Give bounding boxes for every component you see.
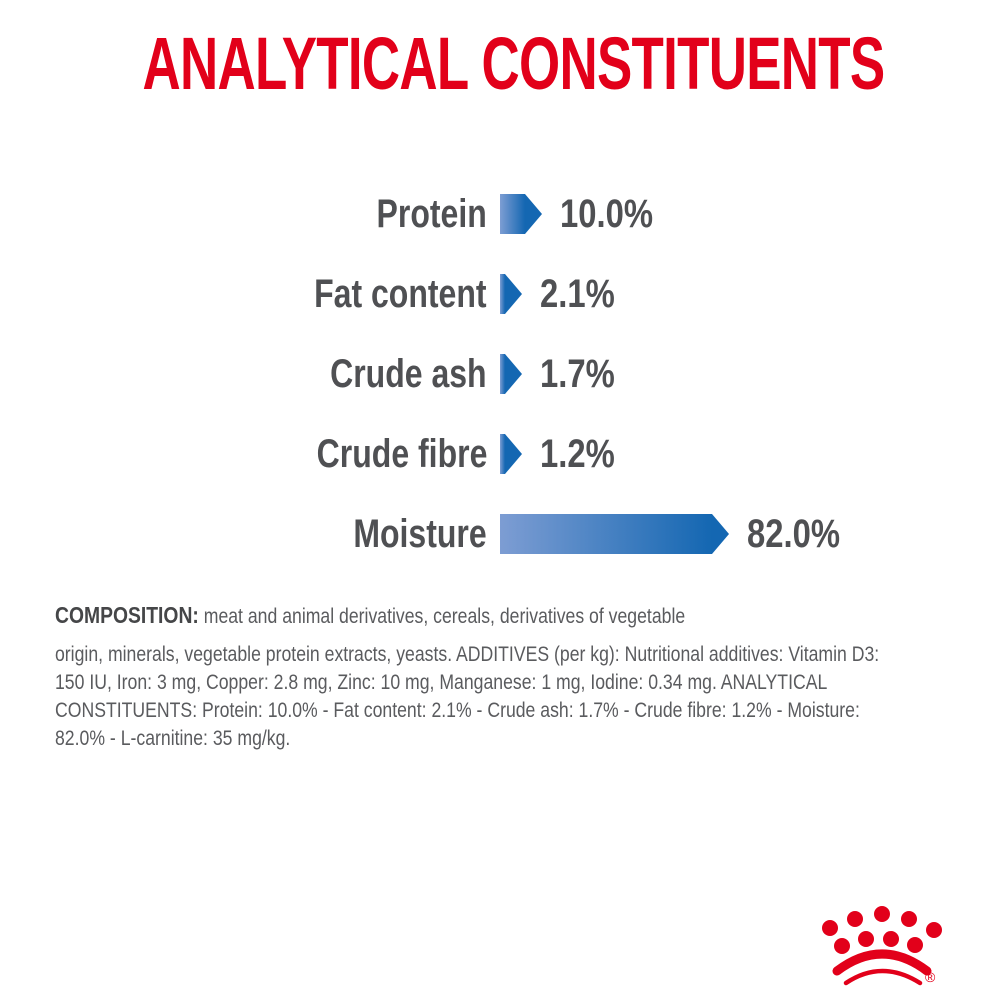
arrow-tip-icon xyxy=(525,194,542,234)
arrow-tip-icon xyxy=(505,354,522,394)
bar-rect xyxy=(500,514,712,554)
page-title: ANALYTICAL CONSTITUENTS xyxy=(142,22,886,105)
composition-line: 82.0% - L-carnitine: 35 mg/kg. xyxy=(55,727,291,750)
nutrient-value: 10.0% xyxy=(560,191,654,236)
composition-intro-line: COMPOSITION: meat and animal derivatives… xyxy=(55,600,815,632)
composition-line: 150 IU, Iron: 3 mg, Copper: 2.8 mg, Zinc… xyxy=(55,671,828,694)
composition-line: origin, minerals, vegetable protein extr… xyxy=(55,643,880,666)
pet-food-label-panel: ANALYTICAL CONSTITUENTS Protein 10.0% Fa… xyxy=(0,26,1000,1000)
nutrient-row: Protein 10.0% xyxy=(0,174,1000,254)
nutrient-bar-arrow xyxy=(500,514,729,554)
bar-rect xyxy=(500,274,505,314)
crown-icon: ® xyxy=(822,906,942,986)
nutrient-value: 2.1% xyxy=(540,271,615,316)
arrow-tip-icon xyxy=(712,514,729,554)
nutrient-bar-arrow xyxy=(500,194,542,234)
nutrient-label: Crude fibre xyxy=(316,431,487,476)
arrow-tip-icon xyxy=(505,274,522,314)
composition-intro: meat and animal derivatives, cereals, de… xyxy=(203,605,686,628)
nutrient-row: Moisture 82.0% xyxy=(0,494,1000,574)
nutrient-value: 82.0% xyxy=(747,511,841,556)
bar-rect xyxy=(500,354,505,394)
nutrient-bar-arrow xyxy=(500,434,522,474)
nutrient-label: Fat content xyxy=(314,271,487,316)
composition-heading: COMPOSITION: xyxy=(55,602,199,628)
nutrient-row: Crude fibre 1.2% xyxy=(0,414,1000,494)
nutrient-row: Fat content 2.1% xyxy=(0,254,1000,334)
royal-canin-crown-logo: ® xyxy=(820,904,952,988)
nutrient-value: 1.2% xyxy=(540,431,615,476)
composition-line: CONSTITUENTS: Protein: 10.0% - Fat conte… xyxy=(55,699,860,722)
nutrient-value: 1.7% xyxy=(540,351,615,396)
arrow-tip-icon xyxy=(505,434,522,474)
composition-text-block: COMPOSITION: meat and animal derivatives… xyxy=(0,600,960,753)
nutrient-label: Protein xyxy=(376,191,487,236)
nutrient-label: Crude ash xyxy=(330,351,487,396)
analytical-constituents-chart: Protein 10.0% Fat content 2.1% Crude ash… xyxy=(0,174,1000,574)
bar-rect xyxy=(500,434,505,474)
nutrient-bar-arrow xyxy=(500,354,522,394)
nutrient-label: Moisture xyxy=(353,511,487,556)
bar-rect xyxy=(500,194,525,234)
nutrient-bar-arrow xyxy=(500,274,522,314)
nutrient-row: Crude ash 1.7% xyxy=(0,334,1000,414)
registered-trademark-icon: ® xyxy=(925,969,936,985)
